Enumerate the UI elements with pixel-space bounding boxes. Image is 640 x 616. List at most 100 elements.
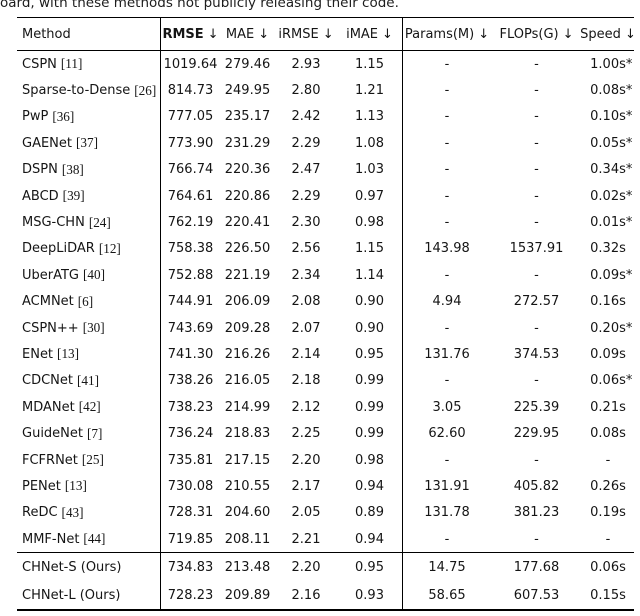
- citation-ref: [39]: [62, 188, 85, 204]
- cell-speed: 0.32s: [582, 236, 634, 262]
- citation-ref: [38]: [61, 161, 84, 177]
- down-arrow-icon: ↓: [624, 26, 636, 42]
- cell-irmse: 2.20: [291, 559, 321, 575]
- cell-imae: 0.97: [355, 188, 384, 204]
- speed-value: 0.32s: [590, 241, 626, 257]
- cell-speed: 0.19s: [582, 500, 634, 526]
- down-arrow-icon: ↓: [258, 26, 270, 42]
- cell-params: -: [402, 367, 491, 395]
- cell-method: PENet [13]: [17, 473, 160, 499]
- citation-ref: [25]: [81, 452, 104, 468]
- cell-imae: 0.90: [355, 294, 384, 310]
- cell-method: GuideNet [7]: [17, 420, 160, 446]
- table-row: DeepLiDAR [12] 758.38 226.50 2.56 1.15 1…: [17, 235, 634, 263]
- cell-imae: 0.99: [355, 426, 384, 442]
- cell-mae: 210.55: [224, 478, 271, 494]
- cell-mae: 206.09: [224, 294, 271, 310]
- down-arrow-icon: ↓: [562, 26, 574, 42]
- cell-irmse: 2.29: [291, 135, 321, 151]
- table-row: MSG-CHN [24] 762.19 220.41 2.30 0.98 - -…: [17, 209, 634, 236]
- cell-imae: 0.99: [355, 399, 384, 415]
- method-name: UberATG: [22, 267, 80, 283]
- cell-method: ENet [13]: [17, 341, 160, 367]
- cell-params: 14.75: [402, 553, 491, 581]
- cell-speed: -: [582, 526, 634, 552]
- method-name: CHNet-S (Ours): [22, 559, 122, 575]
- cell-speed: 0.10s *: [590, 109, 633, 125]
- cell-flops: -: [534, 56, 539, 72]
- citation-ref: [13]: [57, 346, 80, 362]
- cell-method: ReDC [43]: [17, 500, 160, 526]
- cell-rmse: 743.69: [160, 314, 220, 342]
- cell-rmse: 762.19: [160, 209, 220, 236]
- cell-flops: 381.23: [513, 505, 560, 521]
- table-row: DSPN [38] 766.74 220.36 2.47 1.03 - - 0.…: [17, 156, 634, 183]
- table-row: ABCD [39] 764.61 220.86 2.29 0.97 - - 0.…: [17, 182, 634, 210]
- cell-rmse: 735.81: [160, 446, 220, 474]
- method-name: CSPN++: [22, 320, 79, 336]
- citation-ref: [12]: [98, 240, 121, 256]
- table-row: Sparse-to-Dense [26] 814.73 249.95 2.80 …: [17, 77, 634, 104]
- cell-mae: 208.11: [224, 531, 271, 547]
- cell-method: FCFRNet [25]: [17, 447, 160, 473]
- cell-params: -: [402, 262, 491, 289]
- cell-irmse: 2.08: [291, 294, 321, 310]
- cell-params: 131.78: [402, 499, 491, 527]
- cell-params: -: [402, 130, 491, 157]
- cell-mae: 235.17: [224, 109, 271, 125]
- cell-mae: 216.26: [224, 346, 271, 362]
- results-table: Method RMSE ↓ MAE ↓ iRMSE ↓ iMAE ↓ Param…: [17, 17, 636, 612]
- cell-mae: 204.60: [224, 505, 271, 521]
- cell-method: MSG-CHN [24]: [17, 209, 160, 235]
- speed-value: 0.19s: [590, 505, 626, 521]
- citation-ref: [24]: [88, 214, 111, 230]
- method-name: MMF-Net: [22, 531, 80, 547]
- header-imae: iMAE ↓: [337, 18, 402, 50]
- citation-ref: [43]: [61, 504, 84, 520]
- table-row: CSPN++ [30] 743.69 209.28 2.07 0.90 - - …: [17, 314, 634, 342]
- cell-rmse: 1019.64: [160, 51, 220, 78]
- cell-imae: 1.13: [355, 109, 384, 125]
- cell-rmse: 766.74: [160, 156, 220, 183]
- method-name: Sparse-to-Dense: [22, 83, 131, 99]
- cell-irmse: 2.42: [291, 109, 321, 125]
- caption-fragment: oard, with these methods not publicly re…: [0, 0, 399, 11]
- method-name: ACMNet: [22, 294, 74, 310]
- cell-mae: 214.99: [224, 399, 271, 415]
- cell-speed: 0.01s *: [590, 215, 633, 231]
- cell-method: MDANet [42]: [17, 394, 160, 420]
- cell-speed: 0.20s *: [590, 320, 633, 336]
- method-name: ABCD: [22, 188, 59, 204]
- cell-rmse: 738.23: [160, 394, 220, 421]
- speed-value: 0.09s: [590, 267, 626, 283]
- cell-irmse: 2.93: [291, 56, 321, 72]
- cell-imae: 0.94: [355, 531, 384, 547]
- cell-imae: 1.21: [355, 83, 384, 99]
- cell-irmse: 2.56: [291, 241, 321, 257]
- cell-params: -: [402, 77, 491, 104]
- cell-rmse: 728.31: [160, 499, 220, 527]
- citation-ref: [36]: [52, 108, 75, 124]
- cell-speed: 0.06s: [582, 553, 634, 581]
- speed-value: 0.02s: [590, 188, 626, 204]
- method-name: ReDC: [22, 505, 58, 521]
- method-name: GAENet: [22, 135, 73, 151]
- cell-flops: -: [534, 109, 539, 125]
- cell-rmse: 734.83: [160, 553, 220, 581]
- cell-params: 131.91: [402, 473, 491, 500]
- method-name: PENet: [22, 478, 61, 494]
- cell-rmse: 736.24: [160, 420, 220, 447]
- table-row: CHNet-S (Ours) 734.83 213.48 2.20 0.95 1…: [17, 552, 634, 581]
- speed-value: 0.21s: [590, 399, 626, 415]
- cell-flops: 405.82: [513, 478, 560, 494]
- cell-method: MMF-Net [44]: [17, 526, 160, 552]
- cell-imae: 1.15: [355, 56, 384, 72]
- cell-flops: 1537.91: [509, 241, 564, 257]
- cell-imae: 0.89: [355, 505, 384, 521]
- cell-irmse: 2.05: [291, 505, 321, 521]
- cell-irmse: 2.16: [291, 587, 321, 603]
- cell-mae: 209.89: [224, 587, 271, 603]
- cell-imae: 1.08: [355, 135, 384, 151]
- header-rmse-label: RMSE: [162, 26, 204, 42]
- cell-flops: -: [534, 83, 539, 99]
